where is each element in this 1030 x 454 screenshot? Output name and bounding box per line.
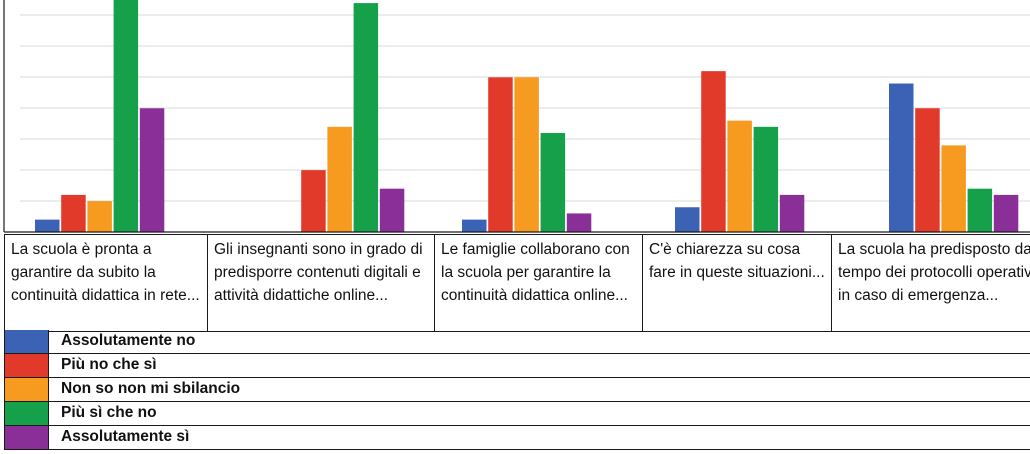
legend-swatch	[5, 402, 49, 425]
legend-swatch	[5, 330, 49, 353]
category-label: Le famiglie collaborano con la scuola pe…	[435, 235, 643, 331]
legend-swatch	[5, 426, 49, 449]
category-label: La scuola è pronta a garantire da subito…	[5, 235, 208, 331]
legend: Assolutamente no Più no che sì Non so no…	[4, 330, 1030, 450]
bar	[779, 194, 805, 232]
bar	[753, 126, 779, 232]
bar	[61, 194, 86, 232]
bar	[379, 188, 405, 232]
legend-item: Assolutamente no	[4, 330, 1030, 354]
bar	[727, 120, 752, 232]
bar	[967, 188, 993, 232]
bar	[87, 201, 112, 232]
legend-label: Più no che sì	[61, 356, 157, 373]
bar	[889, 83, 914, 233]
bar	[462, 219, 487, 232]
legend-label: Assolutamente sì	[61, 428, 190, 445]
legend-item: Assolutamente sì	[4, 426, 1030, 450]
bar	[915, 108, 940, 232]
bar	[327, 126, 352, 232]
legend-label: Assolutamente no	[61, 332, 196, 349]
category-label: C'è chiarezza su cosa fare in queste sit…	[643, 235, 832, 331]
bar	[675, 207, 700, 232]
bar	[301, 170, 326, 232]
legend-item: Non so non mi sbilancio	[4, 378, 1030, 402]
bar	[353, 3, 379, 232]
bar	[113, 0, 139, 232]
legend-swatch	[5, 354, 49, 377]
legend-label: Non so non mi sbilancio	[61, 380, 241, 397]
category-label: La scuola ha predisposto da tempo dei pr…	[832, 235, 1030, 331]
bar	[701, 71, 726, 232]
bar	[139, 108, 165, 232]
bar	[540, 133, 566, 232]
plot-area	[3, 0, 1030, 233]
bar	[514, 77, 539, 232]
bar	[993, 194, 1019, 232]
bar	[35, 219, 60, 232]
bar	[488, 77, 513, 232]
bar	[566, 213, 592, 232]
category-table: La scuola è pronta a garantire da subito…	[4, 234, 1030, 332]
legend-item: Più sì che no	[4, 402, 1030, 426]
legend-item: Più no che sì	[4, 354, 1030, 378]
legend-label: Più sì che no	[61, 404, 157, 421]
bar	[941, 145, 966, 232]
legend-swatch	[5, 378, 49, 401]
category-label: Gli insegnanti sono in grado di predispo…	[208, 235, 435, 331]
